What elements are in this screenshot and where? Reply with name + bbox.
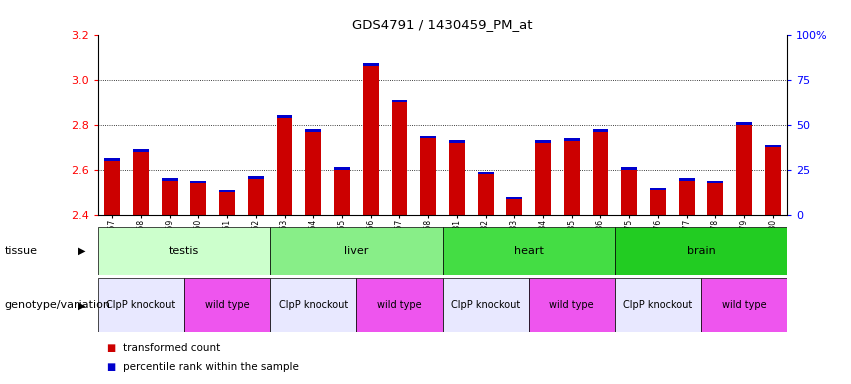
Bar (564, 141, 580, 215)
Bar (443, 278, 528, 332)
Bar (191, 181, 206, 184)
Bar (98, 278, 184, 332)
Bar (420, 138, 436, 215)
Bar (363, 63, 379, 66)
Text: ■: ■ (106, 362, 116, 372)
Text: wild type: wild type (550, 300, 594, 310)
Bar (98, 227, 271, 275)
Bar (334, 167, 350, 170)
Text: ClpP knockout: ClpP knockout (278, 300, 348, 310)
Bar (679, 181, 694, 215)
Bar (765, 147, 780, 215)
Bar (443, 227, 614, 275)
Bar (248, 176, 264, 179)
Bar (133, 149, 149, 152)
Bar (592, 129, 608, 132)
Text: transformed count: transformed count (123, 343, 220, 353)
Bar (391, 99, 408, 102)
Bar (133, 152, 149, 215)
Bar (614, 227, 787, 275)
Bar (650, 187, 665, 190)
Bar (621, 170, 637, 215)
Text: GDS4791 / 1430459_PM_at: GDS4791 / 1430459_PM_at (352, 18, 533, 31)
Bar (564, 138, 580, 141)
Bar (650, 190, 665, 215)
Bar (477, 174, 494, 215)
Bar (363, 66, 379, 215)
Bar (191, 184, 206, 215)
Bar (306, 132, 321, 215)
Bar (220, 190, 235, 192)
Bar (477, 172, 494, 174)
Bar (105, 161, 120, 215)
Bar (535, 140, 551, 143)
Bar (391, 102, 408, 215)
Bar (765, 145, 780, 147)
Bar (506, 197, 523, 199)
Bar (306, 129, 321, 132)
Bar (592, 132, 608, 215)
Text: genotype/variation: genotype/variation (4, 300, 111, 310)
Bar (528, 278, 614, 332)
Text: ClpP knockout: ClpP knockout (451, 300, 520, 310)
Text: heart: heart (514, 245, 544, 256)
Bar (736, 125, 752, 215)
Bar (248, 179, 264, 215)
Text: testis: testis (168, 245, 199, 256)
Bar (707, 181, 723, 184)
Bar (535, 143, 551, 215)
Bar (277, 115, 293, 118)
Text: wild type: wild type (377, 300, 422, 310)
Bar (162, 179, 178, 181)
Bar (420, 136, 436, 138)
Text: brain: brain (687, 245, 716, 256)
Text: ClpP knockout: ClpP knockout (623, 300, 693, 310)
Bar (679, 179, 694, 181)
Bar (701, 278, 787, 332)
Bar (184, 278, 271, 332)
Bar (614, 278, 701, 332)
Bar (277, 118, 293, 215)
Bar (506, 199, 523, 215)
Bar (105, 158, 120, 161)
Bar (271, 227, 443, 275)
Bar (449, 140, 465, 143)
Bar (621, 167, 637, 170)
Text: percentile rank within the sample: percentile rank within the sample (123, 362, 300, 372)
Text: ▶: ▶ (77, 245, 85, 256)
Text: tissue: tissue (4, 245, 37, 256)
Bar (220, 192, 235, 215)
Text: ClpP knockout: ClpP knockout (106, 300, 175, 310)
Bar (162, 181, 178, 215)
Text: wild type: wild type (722, 300, 767, 310)
Bar (334, 170, 350, 215)
Bar (271, 278, 357, 332)
Text: ▶: ▶ (77, 300, 85, 310)
Text: ■: ■ (106, 343, 116, 353)
Bar (736, 122, 752, 125)
Bar (449, 143, 465, 215)
Text: liver: liver (344, 245, 368, 256)
Text: wild type: wild type (205, 300, 249, 310)
Bar (707, 184, 723, 215)
Bar (357, 278, 443, 332)
